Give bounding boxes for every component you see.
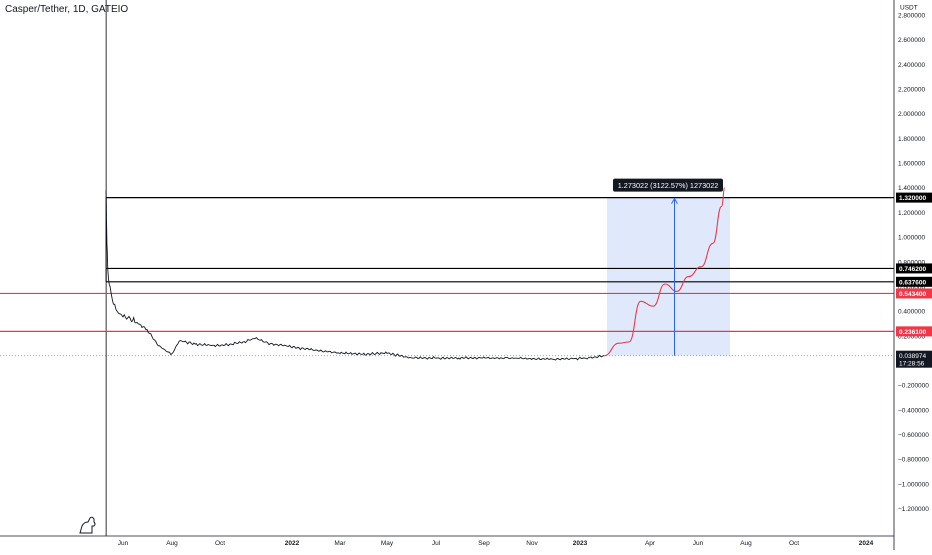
price-tick-label: 2.200000 (898, 87, 925, 94)
level-axis-label: 0.236100 (899, 329, 926, 336)
price-series-line[interactable] (106, 190, 604, 360)
price-tick-label: 1.600000 (898, 161, 925, 168)
level-axis-label: 0.637600 (899, 279, 926, 286)
chart-title: Casper/Tether, 1D, GATEIO (5, 4, 128, 15)
level-axis-label: 0.543400 (899, 291, 926, 298)
time-tick-label: Jul (432, 540, 441, 547)
countdown-label: 17:28:56 (899, 361, 925, 368)
price-tick-label: −1.200000 (898, 506, 929, 513)
time-tick-label: Apr (645, 540, 656, 547)
price-tick-label: 1.800000 (898, 136, 925, 143)
tradingview-logo-icon (80, 517, 95, 533)
price-axis-currency: USDT (900, 5, 918, 12)
time-tick-label: Oct (789, 540, 799, 547)
time-tick-label: 2023 (573, 540, 588, 547)
price-tick-label: 1.000000 (898, 235, 925, 242)
level-axis-label: 1.320000 (899, 195, 926, 202)
measure-range-box[interactable] (607, 198, 730, 356)
price-tick-label: 1.400000 (898, 185, 925, 192)
price-tick-label: 1.200000 (898, 210, 925, 217)
price-tick-label: −0.800000 (898, 457, 929, 464)
current-price-label: 0.038974 (899, 353, 926, 360)
time-tick-label: May (381, 540, 394, 547)
price-tick-label: 0.400000 (898, 309, 925, 316)
price-tick-label: −1.000000 (898, 481, 929, 488)
time-tick-label: Mar (334, 540, 346, 547)
price-tick-label: 2.800000 (898, 12, 925, 19)
price-tick-label: 2.600000 (898, 37, 925, 44)
price-tick-label: −0.600000 (898, 432, 929, 439)
price-tick-label: 2.400000 (898, 62, 925, 69)
time-tick-label: 2022 (285, 540, 300, 547)
time-tick-label: Jun (118, 540, 129, 547)
time-tick-label: Oct (215, 540, 225, 547)
measure-label-text: 1.273022 (3122.57%) 1273022 (618, 181, 719, 190)
price-tick-label: −0.200000 (898, 383, 929, 390)
price-tick-label: 2.000000 (898, 111, 925, 118)
time-tick-label: Sep (478, 540, 490, 547)
price-tick-label: −0.400000 (898, 407, 929, 414)
level-axis-label: 0.746200 (899, 266, 926, 273)
time-tick-label: Aug (166, 540, 178, 547)
time-tick-label: Nov (526, 540, 538, 547)
time-tick-label: Jun (693, 540, 704, 547)
time-tick-label: 2024 (859, 540, 874, 547)
time-tick-label: Aug (740, 540, 752, 547)
